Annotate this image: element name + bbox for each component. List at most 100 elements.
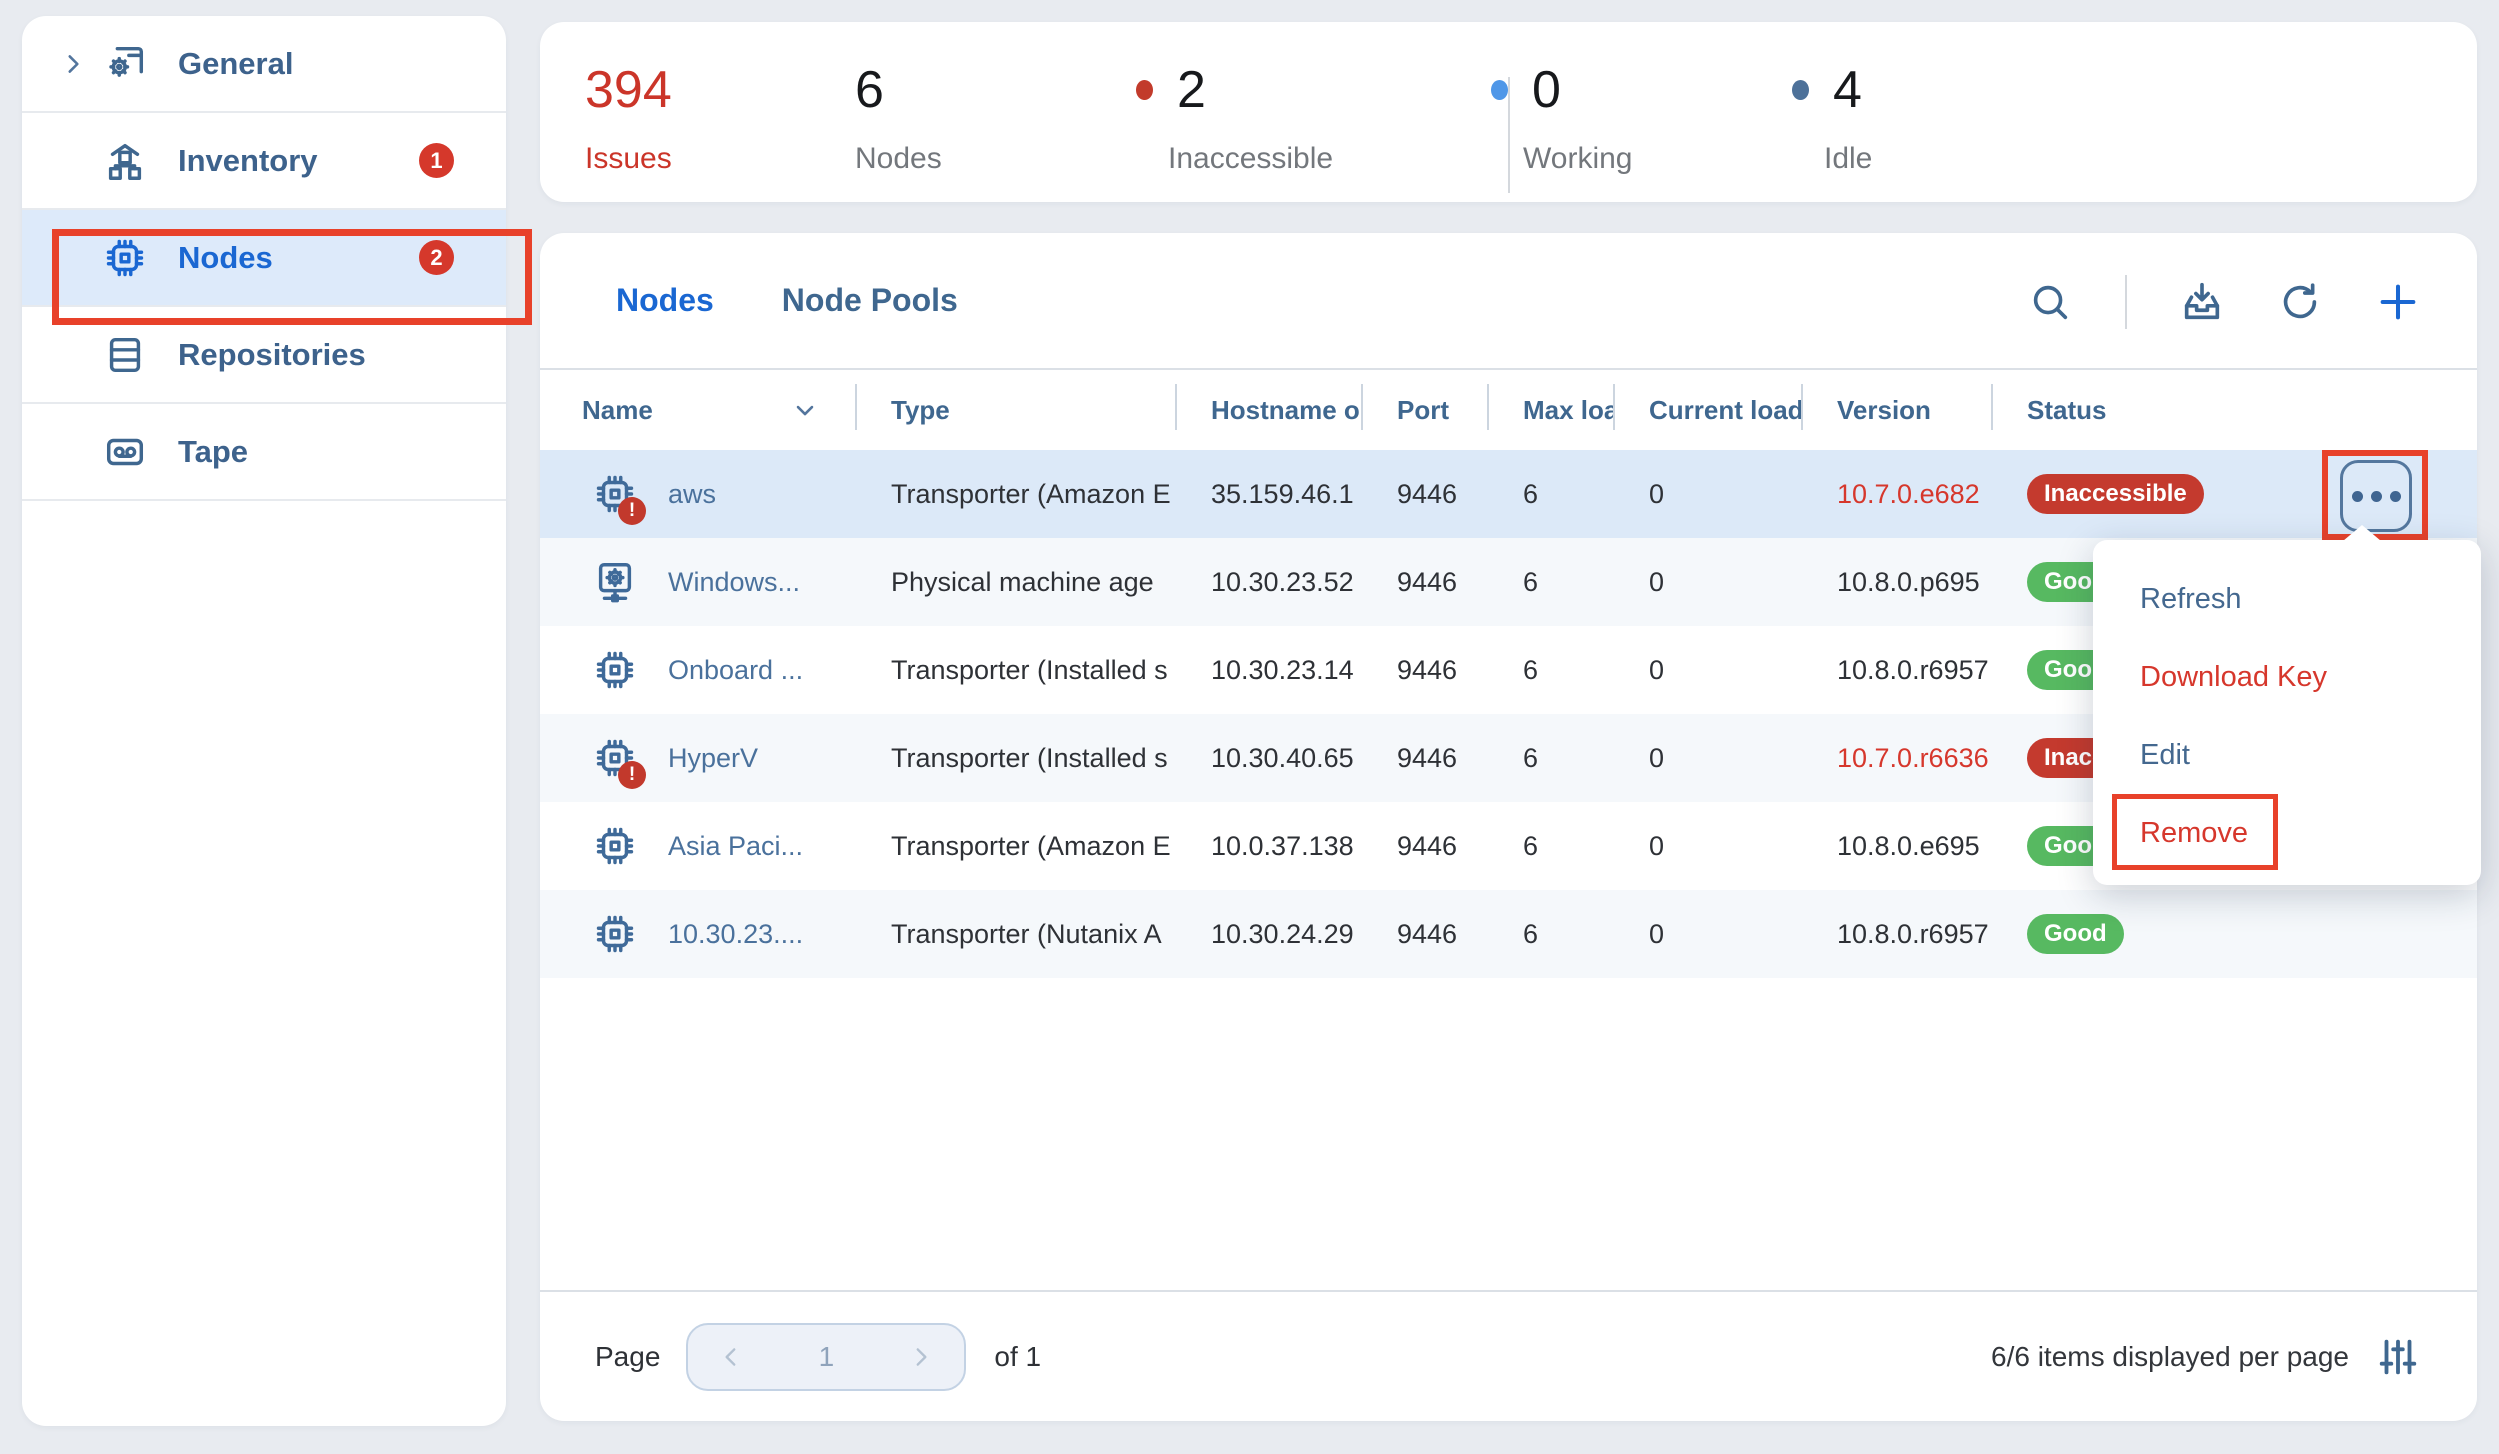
cell-max-load: 6	[1523, 830, 1539, 861]
menu-item-download-key[interactable]: Download Key	[2140, 660, 2327, 693]
cell-version: 10.8.0.p695	[1837, 566, 1980, 597]
nodes-panel: Nodes Node Pools	[540, 233, 2477, 1421]
cell-hostname: 10.30.40.65	[1211, 742, 1354, 773]
next-page-icon[interactable]	[908, 1344, 934, 1370]
inaccessible-label: Inaccessible	[1168, 142, 1334, 175]
chip-icon: !	[592, 735, 646, 789]
cell-hostname: 35.159.46.1	[1211, 478, 1354, 509]
column-header-port[interactable]: Port	[1361, 370, 1487, 450]
node-name-link[interactable]: Windows...	[668, 566, 801, 597]
machine-icon	[592, 559, 638, 605]
items-per-page-summary: 6/6 items displayed per page	[1991, 1340, 2349, 1372]
row-actions-menu: Refresh Download Key Edit Remove	[2093, 525, 2481, 885]
idle-count: 4	[1833, 61, 1862, 119]
nodes-label: Nodes	[855, 142, 942, 175]
cell-type: Transporter (Amazon E	[891, 478, 1171, 509]
cell-port: 9446	[1397, 742, 1458, 773]
working-dot-icon	[1491, 80, 1508, 100]
column-label: Port	[1397, 394, 1449, 425]
stat-issues: 394 Issues	[585, 60, 672, 176]
cell-hostname: 10.30.24.29	[1211, 918, 1354, 949]
node-name-link[interactable]: Onboard ...	[668, 654, 804, 685]
column-header-max-load[interactable]: Max loa	[1487, 370, 1613, 450]
cell-type: Physical machine age	[891, 566, 1154, 597]
column-label: Name	[582, 394, 653, 425]
refresh-icon[interactable]	[2277, 279, 2323, 325]
chevron-down-icon[interactable]	[791, 396, 819, 424]
cell-max-load: 6	[1523, 742, 1539, 773]
table-row[interactable]: ! aws Transporter (Amazon E 35.159.46.1 …	[540, 450, 2477, 538]
cell-status: Inaccessible	[1991, 474, 2477, 514]
sidebar-item-general[interactable]: General	[22, 16, 506, 113]
menu-item-remove[interactable]: Remove	[2140, 816, 2248, 849]
node-name-link[interactable]: 10.30.23....	[668, 918, 804, 949]
chip-icon	[592, 647, 638, 693]
column-header-hostname[interactable]: Hostname or	[1175, 370, 1361, 450]
idle-label: Idle	[1824, 142, 1873, 175]
cell-hostname: 10.0.37.138	[1211, 830, 1354, 861]
menu-item-refresh[interactable]: Refresh	[2140, 582, 2242, 615]
status-badge: Inaccessible	[2027, 474, 2204, 514]
sidebar-item-repositories[interactable]: Repositories	[22, 307, 506, 404]
inaccessible-count: 2	[1177, 61, 1206, 119]
sidebar-item-label: Inventory	[178, 142, 318, 178]
prev-page-icon[interactable]	[718, 1344, 744, 1370]
column-header-status[interactable]: Status	[1991, 370, 2477, 450]
current-page: 1	[818, 1340, 835, 1372]
cell-current-load: 0	[1649, 830, 1665, 861]
cell-hostname: 10.30.23.52	[1211, 566, 1354, 597]
chip-icon: !	[592, 471, 646, 525]
page-total: of 1	[994, 1340, 1042, 1372]
column-header-name[interactable]: Name	[582, 370, 855, 450]
table-row[interactable]: Onboard ... Transporter (Installed s 10.…	[540, 626, 2477, 714]
node-name-link[interactable]: aws	[668, 478, 717, 509]
sidebar-item-label: Repositories	[178, 336, 366, 372]
column-header-current-load[interactable]: Current load	[1613, 370, 1801, 450]
page-stepper: 1	[686, 1322, 967, 1391]
chip-icon	[592, 823, 638, 869]
table-row[interactable]: 10.30.23.... Transporter (Nutanix A 10.3…	[540, 890, 2477, 978]
panel-tabbar: Nodes Node Pools	[540, 233, 2477, 370]
sidebar-item-nodes[interactable]: Nodes 2	[22, 210, 506, 307]
add-icon[interactable]	[2375, 279, 2421, 325]
stat-inaccessible: 2 Inaccessible	[1136, 60, 1333, 176]
chevron-right-icon[interactable]	[60, 51, 102, 77]
cell-current-load: 0	[1649, 742, 1665, 773]
tab-node-pools[interactable]: Node Pools	[781, 282, 958, 318]
chip-icon	[592, 911, 638, 957]
row-actions-button[interactable]	[2340, 460, 2412, 532]
ellipsis-icon	[2389, 490, 2401, 502]
cell-version: 10.7.0.e682	[1837, 478, 1980, 509]
cell-type: Transporter (Amazon E	[891, 830, 1171, 861]
status-badge: Good	[2027, 914, 2124, 954]
page-label: Page	[595, 1340, 661, 1372]
column-header-type[interactable]: Type	[855, 370, 1175, 450]
cell-max-load: 6	[1523, 566, 1539, 597]
error-badge-icon: !	[618, 497, 646, 525]
sidebar-item-inventory[interactable]: Inventory 1	[22, 113, 506, 210]
node-name-link[interactable]: Asia Paci...	[668, 830, 804, 861]
working-count: 0	[1532, 61, 1561, 119]
search-icon[interactable]	[2027, 279, 2073, 325]
node-name-link[interactable]: HyperV	[668, 742, 759, 773]
table-header: Name Type Hostname or Port Max loa Curre…	[582, 370, 2477, 450]
sidebar-item-label: Tape	[178, 433, 249, 469]
nodes-badge: 2	[419, 240, 454, 275]
cell-max-load: 6	[1523, 918, 1539, 949]
column-header-version[interactable]: Version	[1801, 370, 1991, 450]
cell-port: 9446	[1397, 478, 1458, 509]
tab-nodes[interactable]: Nodes	[616, 282, 714, 318]
import-icon[interactable]	[2179, 279, 2225, 325]
inventory-badge: 1	[419, 143, 454, 178]
ellipsis-icon	[2370, 490, 2382, 502]
ellipsis-icon	[2351, 490, 2363, 502]
repository-icon	[102, 332, 148, 378]
cell-port: 9446	[1397, 654, 1458, 685]
table-row[interactable]: Asia Paci... Transporter (Amazon E 10.0.…	[540, 802, 2477, 890]
sliders-icon[interactable]	[2375, 1334, 2421, 1380]
panel-toolbar	[2027, 233, 2421, 370]
cell-current-load: 0	[1649, 918, 1665, 949]
menu-item-edit[interactable]: Edit	[2140, 738, 2190, 771]
sidebar-item-tape[interactable]: Tape	[22, 404, 506, 501]
